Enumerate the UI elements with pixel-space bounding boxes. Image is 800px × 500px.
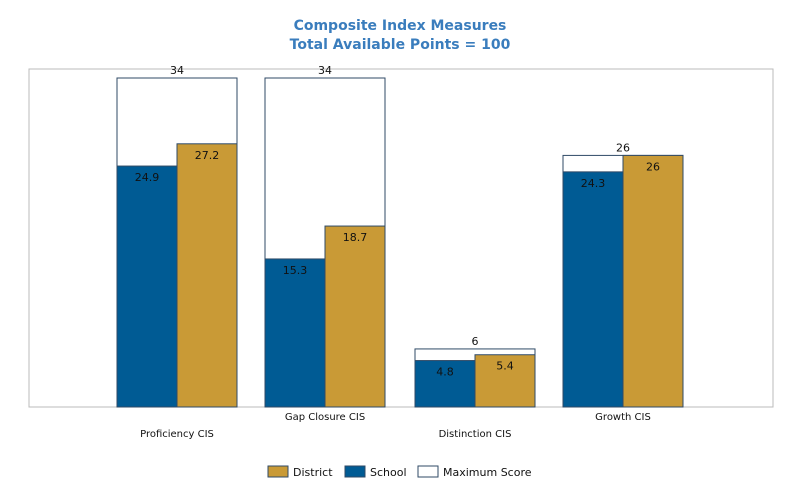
labels-layer: 34 24.9 27.2 Proficiency CIS 34 15.3 18.7 Gap C… [135,64,660,440]
label-district-gap-closure-cis: 18.7 [343,231,368,244]
bar-district-distinction-cis [474,354,536,408]
legend-label-maximum-score: Maximum Score [443,466,532,479]
label-max-proficiency-cis: 34 [170,64,184,77]
category-label-distinction-cis: Distinction CIS [439,429,512,440]
bars-layer [116,77,684,408]
label-school-proficiency-cis: 24.9 [135,171,160,184]
label-school-gap-closure-cis: 15.3 [283,264,308,277]
bar-school-growth-cis [562,171,624,408]
category-label-gap-closure-cis: Gap Closure CIS [285,412,365,423]
plot-area [28,68,774,408]
bar-school-distinction-cis [414,360,476,408]
label-district-growth-cis: 26 [646,160,660,173]
legend-swatch-school [344,465,366,478]
category-label-growth-cis: Growth CIS [595,412,651,423]
bar-district-gap-closure-cis [324,225,386,408]
label-school-distinction-cis: 4.8 [436,366,454,379]
chart-title: Composite Index Measures [294,18,507,34]
label-max-gap-closure-cis: 34 [318,64,332,77]
bar-district-growth-cis [622,154,684,408]
legend-swatch-maximum-score [417,465,439,478]
label-max-distinction-cis: 6 [472,335,479,348]
legend-label-school: School [370,466,407,479]
chart-subtitle: Total Available Points = 100 [290,37,511,53]
legend-label-district: District [293,466,333,479]
bar-district-proficiency-cis [176,143,238,408]
legend: District School Maximum Score [267,465,532,479]
bar-school-proficiency-cis [116,165,178,408]
legend-swatch-district [267,465,289,478]
label-district-distinction-cis: 5.4 [496,360,514,373]
label-max-growth-cis: 26 [616,141,630,154]
category-label-proficiency-cis: Proficiency CIS [140,429,214,440]
label-district-proficiency-cis: 27.2 [195,149,220,162]
bar-school-gap-closure-cis [264,258,326,408]
label-school-growth-cis: 24.3 [581,177,606,190]
